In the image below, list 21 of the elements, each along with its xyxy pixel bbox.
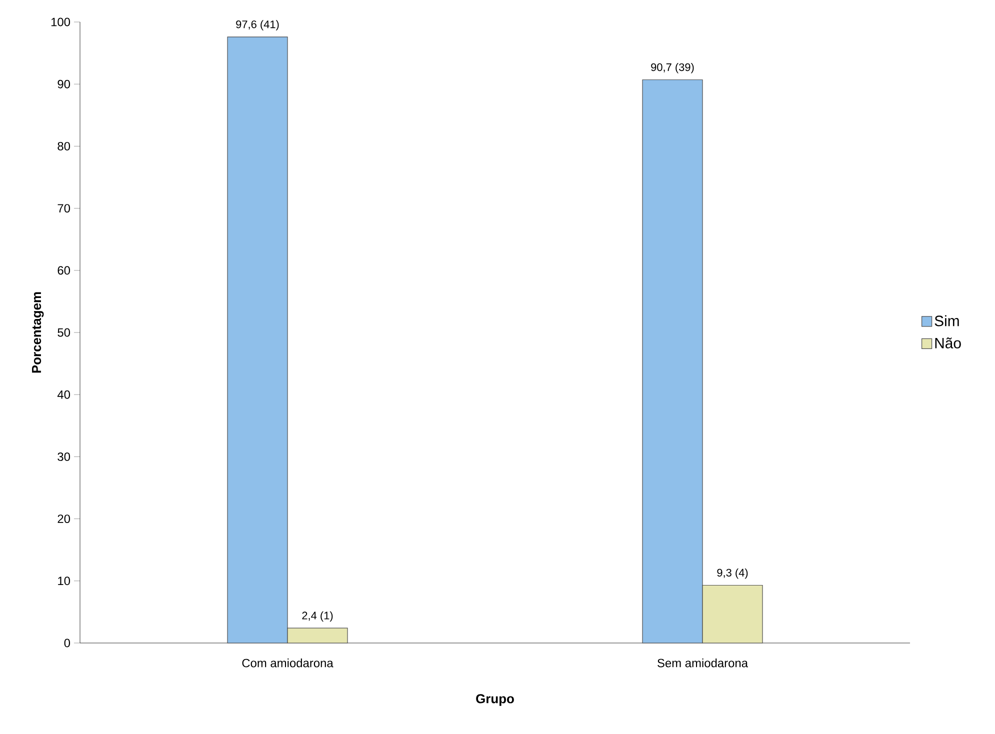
legend-label: Sim <box>934 315 959 326</box>
x-tick-label: Com amiodarona <box>242 658 334 668</box>
data-label: 97,6 (41) <box>236 20 279 30</box>
y-axis-title: Porcentagem <box>32 292 44 373</box>
data-label: 90,7 (39) <box>651 63 694 74</box>
y-tick-label: 40 <box>57 390 70 399</box>
data-label: 9,3 (4) <box>717 568 748 579</box>
y-tick-label: 70 <box>58 204 70 213</box>
legend-label: Não <box>935 338 961 348</box>
y-tick-label: 30 <box>58 452 70 461</box>
y-tick-label: 60 <box>58 266 70 275</box>
data-label: 2,4 (1) <box>302 611 333 622</box>
y-tick-label: 90 <box>58 80 70 88</box>
y-tick-label: 100 <box>51 18 70 26</box>
x-tick-label: Sem amiodarona <box>658 658 748 668</box>
y-tick-label: 0 <box>64 638 70 648</box>
y-tick-label: 10 <box>58 576 70 586</box>
y-tick-label: 20 <box>58 514 70 524</box>
x-axis-title: Grupo <box>476 694 514 706</box>
y-tick-label: 50 <box>58 328 70 337</box>
y-tick-label: 80 <box>58 142 70 150</box>
